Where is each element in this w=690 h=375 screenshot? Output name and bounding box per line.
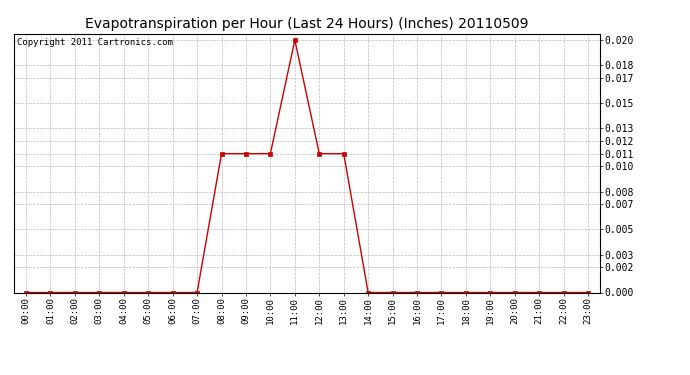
Title: Evapotranspiration per Hour (Last 24 Hours) (Inches) 20110509: Evapotranspiration per Hour (Last 24 Hou… (86, 17, 529, 31)
Text: Copyright 2011 Cartronics.com: Copyright 2011 Cartronics.com (17, 38, 172, 46)
